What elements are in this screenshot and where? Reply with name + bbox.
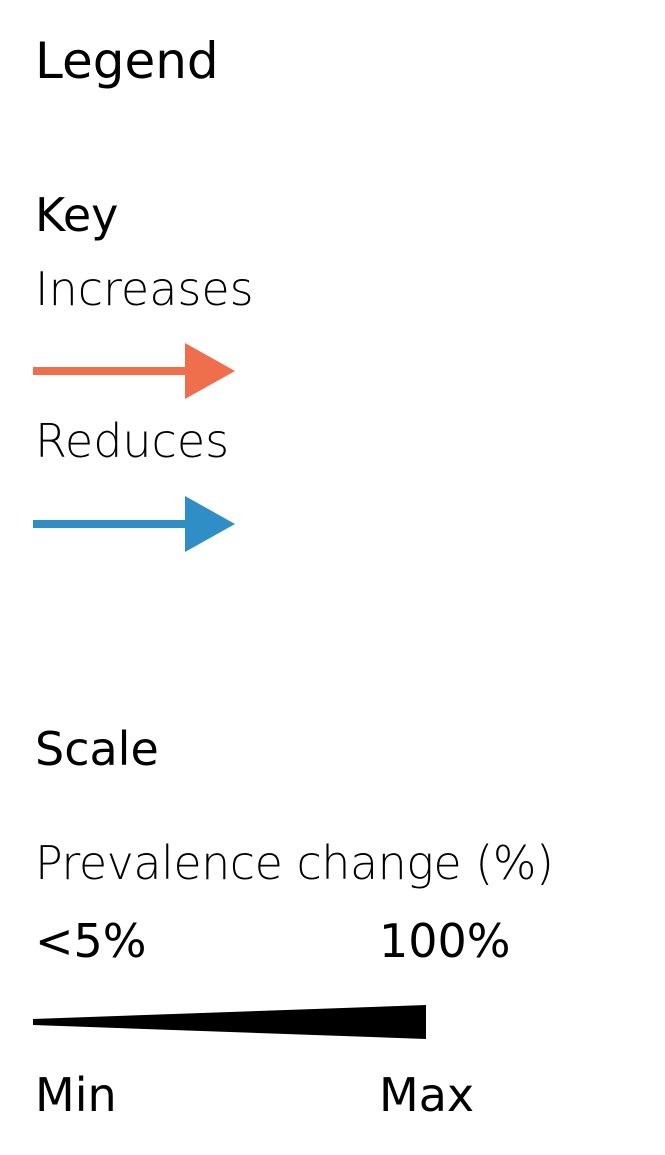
increases-arrow-head <box>185 343 235 399</box>
increases-label: Increases <box>35 262 254 316</box>
scale-max-value: 100% <box>379 914 511 968</box>
prevalence-change-label: Prevalence change (%) <box>35 836 554 890</box>
increases-arrow-shaft <box>33 367 191 375</box>
key-title: Key <box>35 188 119 242</box>
scale-max-label: Max <box>379 1068 475 1122</box>
scale-min-value: <5% <box>35 914 147 968</box>
reduces-arrow-shaft <box>33 520 191 528</box>
scale-wedge-shape <box>33 1005 426 1039</box>
legend-title: Legend <box>35 32 219 90</box>
scale-title: Scale <box>35 722 159 776</box>
scale-wedge <box>33 1005 426 1039</box>
reduces-label: Reduces <box>35 414 230 468</box>
reduces-arrow-head <box>185 496 235 552</box>
reduces-arrow-icon <box>33 496 235 552</box>
scale-min-label: Min <box>35 1068 117 1122</box>
increases-arrow-icon <box>33 343 235 399</box>
